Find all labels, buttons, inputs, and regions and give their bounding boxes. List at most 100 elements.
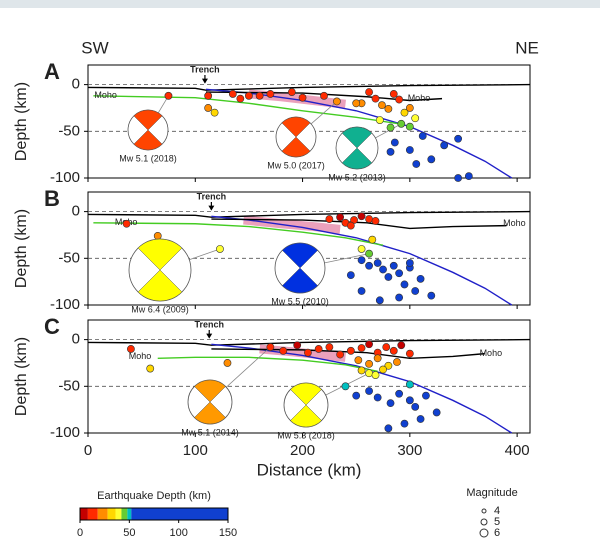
beachball-label: Mw 6.4 (2009): [131, 304, 189, 314]
beachball-label: Mw 5.2 (2013): [328, 172, 386, 182]
x-axis-label: Distance (km): [257, 460, 362, 479]
x-tick-label: 200: [290, 442, 315, 459]
earthquake: [412, 160, 421, 168]
y-tick-label: 0: [72, 203, 80, 220]
earthquake: [375, 296, 384, 305]
profile-line: [93, 95, 400, 125]
beachball-quadrant: [281, 242, 319, 269]
earthquake: [354, 356, 363, 365]
trench-label: Trench: [190, 64, 220, 74]
earthquake: [304, 348, 312, 357]
earthquake: [389, 261, 398, 270]
colorbar-label: Earthquake Depth (km): [97, 490, 211, 502]
magnitude-symbol: [480, 518, 488, 526]
magnitude-label: 5: [494, 516, 500, 528]
moho-label: Moho: [94, 90, 117, 100]
magnitude-label: 4: [494, 505, 500, 517]
earthquake: [365, 359, 373, 368]
earthquake: [122, 219, 131, 228]
earthquake: [411, 287, 420, 295]
earthquake: [346, 346, 355, 355]
earthquake: [332, 97, 341, 106]
beachball-quadrant: [194, 379, 226, 403]
earthquake: [400, 419, 409, 428]
earthquake: [325, 343, 334, 351]
earthquake: [454, 134, 463, 143]
earthquake: [266, 90, 275, 98]
earthquake: [204, 91, 213, 100]
earthquake: [422, 391, 430, 400]
earthquake: [352, 391, 361, 400]
beachball-quadrant: [281, 136, 311, 158]
earthquake: [427, 291, 436, 300]
earthquake: [389, 90, 398, 98]
x-tick-label: 100: [183, 442, 208, 459]
earthquake: [325, 215, 334, 223]
y-axis-label: Depth (km): [13, 337, 30, 416]
earthquake: [411, 402, 420, 411]
y-tick-label: -100: [50, 424, 80, 441]
earthquake: [405, 259, 414, 267]
y-tick-label: -50: [58, 249, 80, 266]
earthquake: [266, 343, 275, 351]
earthquake: [279, 346, 288, 355]
earthquake: [395, 269, 404, 278]
beachball-label: Mw 5.1 (2018): [119, 153, 177, 163]
earthquake: [405, 349, 414, 358]
profile-line: [211, 215, 513, 306]
earthquake: [405, 104, 414, 112]
earthquake: [416, 274, 425, 283]
earthquake: [336, 213, 345, 222]
earthquake: [397, 341, 406, 350]
trench-label: Trench: [197, 191, 227, 201]
earthquake: [368, 235, 377, 244]
x-tick-label: 300: [397, 442, 422, 459]
earthquake: [245, 91, 253, 100]
earthquake: [382, 343, 391, 351]
profile-line: [211, 218, 507, 230]
trench-arrowhead: [206, 333, 213, 339]
earthquake: [365, 387, 373, 395]
earthquake: [228, 90, 237, 98]
earthquake: [379, 365, 387, 374]
beachball-quadrant: [194, 401, 226, 425]
beachball-label: Mw 5.3 (2018): [277, 430, 335, 440]
earthquake: [365, 369, 373, 378]
direction-left: SW: [81, 38, 108, 57]
earthquake: [464, 172, 473, 181]
earthquake: [393, 358, 401, 366]
earthquake: [384, 361, 393, 370]
earthquake: [336, 350, 345, 359]
colorbar-segment: [121, 508, 128, 520]
earthquake: [432, 408, 441, 417]
panel-label: B: [44, 186, 60, 211]
earthquake: [371, 94, 380, 103]
magnitude-symbol: [479, 528, 489, 538]
earthquake: [164, 91, 173, 100]
earthquake: [405, 146, 414, 154]
earthquake: [371, 217, 380, 225]
earthquake: [210, 108, 219, 117]
moho-label: Moho: [408, 93, 431, 103]
profile-line: [93, 222, 384, 246]
colorbar-tick-label: 100: [169, 527, 187, 539]
colorbar-segment: [107, 508, 116, 520]
earthquake: [346, 221, 355, 230]
earthquake: [386, 123, 395, 132]
earthquake: [375, 116, 384, 124]
earthquake: [357, 212, 366, 221]
beachball-label: Mw 5.1 (2014): [181, 427, 239, 437]
colorbar-segment: [80, 508, 88, 520]
earthquake: [298, 93, 307, 102]
earthquake: [379, 265, 387, 274]
y-tick-label: -50: [58, 377, 80, 394]
y-tick-label: -100: [50, 169, 80, 186]
earthquake: [365, 340, 373, 349]
magnitude-label: 6: [494, 527, 500, 539]
earthquake: [400, 280, 409, 289]
earthquake: [395, 95, 404, 104]
beachball-quadrant: [290, 404, 322, 428]
earthquake: [440, 141, 449, 150]
beachball-quadrant: [341, 147, 373, 170]
